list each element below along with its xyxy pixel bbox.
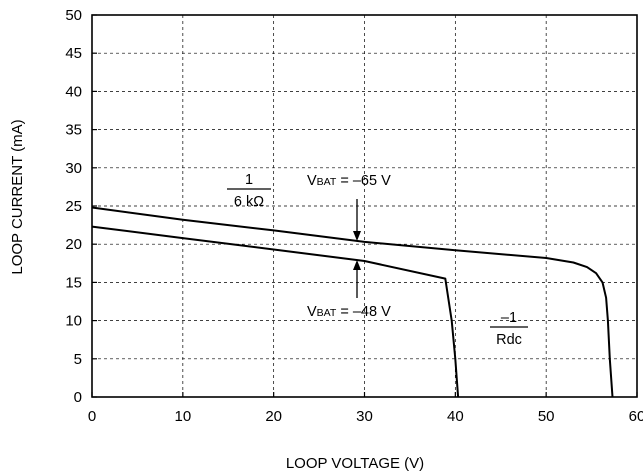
y-tick-label: 40 xyxy=(65,83,82,100)
x-tick-label: 0 xyxy=(88,408,96,425)
slope-annotation: 1 6 kΩ xyxy=(227,172,271,210)
rdc-numerator: –1 xyxy=(501,310,517,326)
y-tick-label: 30 xyxy=(65,160,82,177)
vbat-48-label: VBAT = –48 V xyxy=(307,304,391,320)
y-tick-labels: 0 5 10 15 20 25 30 35 40 45 50 xyxy=(65,7,82,406)
x-tick-label: 20 xyxy=(265,408,282,425)
x-tick-label: 60 xyxy=(629,408,643,425)
vbat-65-arrow-head xyxy=(353,231,361,241)
vbat-65-annotation: VBAT = –65 V xyxy=(307,173,391,241)
y-tick-label: 20 xyxy=(65,236,82,253)
series-line-2 xyxy=(91,225,460,398)
x-tick-label: 50 xyxy=(538,408,555,425)
rdc-annotation: –1 Rdc xyxy=(490,310,528,348)
x-tick-label: 10 xyxy=(174,408,191,425)
grid-lines xyxy=(92,15,637,397)
slope-denominator: 6 kΩ xyxy=(234,194,264,210)
vbat-48-annotation: VBAT = –48 V xyxy=(307,260,391,320)
y-tick-label: 0 xyxy=(74,389,82,406)
y-tick-label: 50 xyxy=(65,7,82,24)
x-axis-title: LOOP VOLTAGE (V) xyxy=(286,455,424,472)
y-tick-label: 5 xyxy=(74,351,82,368)
y-tick-label: 45 xyxy=(65,45,82,62)
y-tick-label: 35 xyxy=(65,122,82,139)
series-curves xyxy=(91,206,614,398)
y-tick-label: 25 xyxy=(65,198,82,215)
series-line-1 xyxy=(91,206,614,398)
rdc-denominator: Rdc xyxy=(496,332,522,348)
x-tick-labels: 0 10 20 30 40 50 60 xyxy=(88,408,643,425)
vbat-48-arrow-head xyxy=(353,260,361,270)
y-tick-label: 15 xyxy=(65,274,82,291)
x-tick-label: 30 xyxy=(356,408,373,425)
slope-numerator: 1 xyxy=(245,172,253,188)
vbat-65-label: VBAT = –65 V xyxy=(307,173,391,189)
x-tick-label: 40 xyxy=(447,408,464,425)
y-axis-title: LOOP CURRENT (mA) xyxy=(9,119,26,274)
axis-ticks xyxy=(91,14,638,398)
y-tick-label: 10 xyxy=(65,313,82,330)
